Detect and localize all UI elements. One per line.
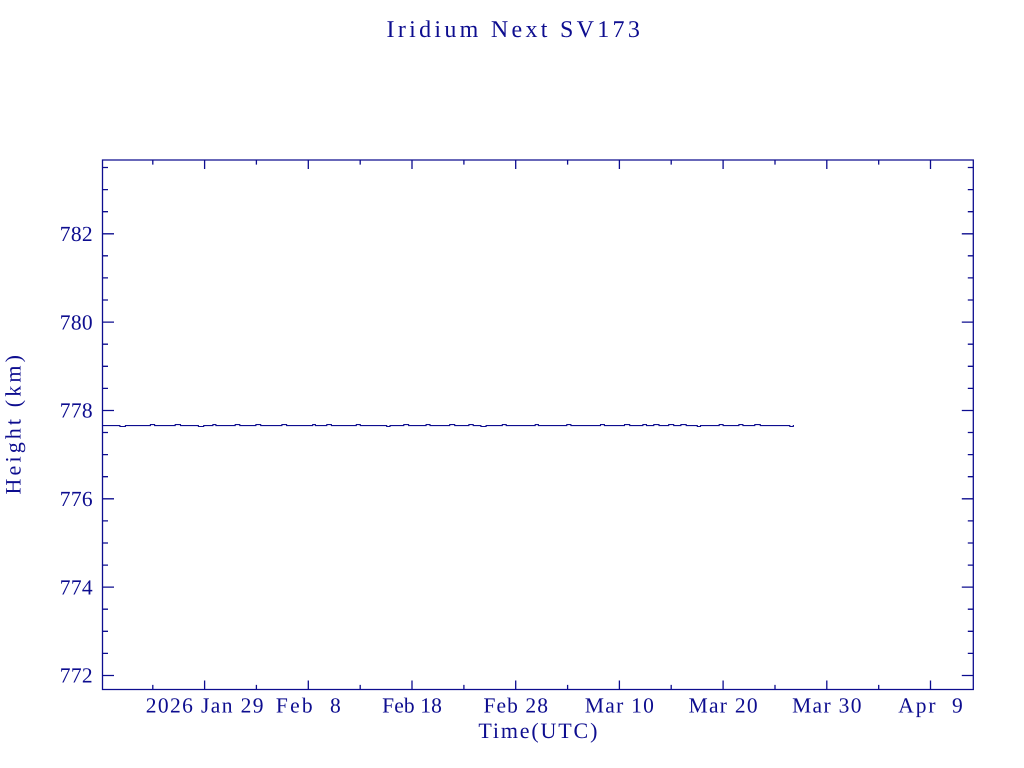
svg-text:Mar 30: Mar 30 — [792, 694, 861, 718]
svg-text:780: 780 — [60, 310, 93, 334]
svg-text:Feb 28: Feb 28 — [483, 694, 548, 718]
svg-text:778: 778 — [60, 399, 93, 423]
svg-text:Mar 20: Mar 20 — [689, 694, 758, 718]
svg-text:Mar 10: Mar 10 — [585, 694, 654, 718]
svg-text:Time(UTC): Time(UTC) — [478, 718, 597, 743]
svg-text:776: 776 — [60, 487, 93, 511]
svg-text:Height (km): Height (km) — [1, 355, 26, 494]
svg-text:774: 774 — [60, 575, 93, 599]
svg-text:2026 Jan 29: 2026 Jan 29 — [146, 694, 264, 718]
svg-text:772: 772 — [60, 664, 93, 688]
svg-text:Iridium Next SV173: Iridium Next SV173 — [387, 17, 640, 43]
svg-text:Feb 8: Feb 8 — [276, 694, 341, 718]
svg-text:Feb 18: Feb 18 — [382, 694, 442, 718]
svg-text:782: 782 — [60, 222, 93, 246]
svg-text:Apr 9: Apr 9 — [898, 694, 963, 718]
